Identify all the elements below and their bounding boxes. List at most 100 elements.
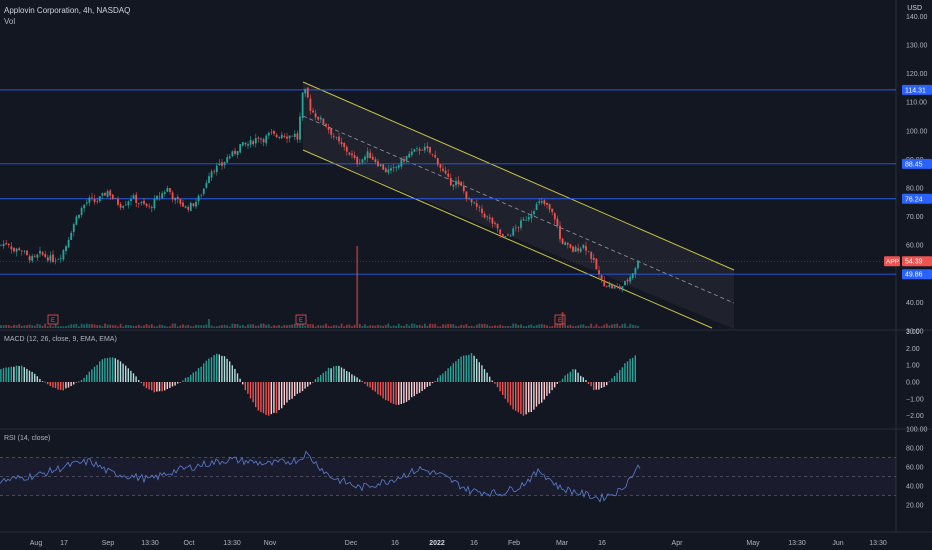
price-tick-label: 80.00 [906,186,924,193]
macd-bar [231,365,233,382]
macd-axis[interactable]: 3.00 2.00 1.00 0.00 −1.00 −2.00 [906,329,924,420]
macd-bar [70,382,72,387]
volume-bar [514,323,517,328]
volume-bar [306,324,309,328]
time-axis[interactable]: Aug 17 Sep 13:30 Oct 13:30 Nov Dec 16 2022 16 Feb Ma… [30,540,887,547]
macd-bar [296,382,298,394]
volume-bar [564,324,567,328]
macd-bar [541,382,543,403]
volume-bar [288,324,291,328]
candle-body [148,205,151,207]
volume-bar [390,326,392,328]
macd-bar [145,382,148,389]
candle-body [239,144,242,153]
volume-bar [202,325,205,328]
descending-channel[interactable] [302,81,735,329]
volume-bar [483,323,486,328]
rsi-title[interactable]: RSI (14, close) [4,435,51,442]
volume-bar [291,324,294,328]
macd-tick-label: −2.00 [906,413,924,420]
volume-bar [119,323,122,328]
macd-bar [460,356,462,382]
macd-bar [613,375,616,382]
currency-label[interactable]: USD [907,5,922,12]
macd-bar [13,366,15,382]
rsi-axis[interactable]: 100.00 80.00 60.00 40.00 20.00 [906,427,928,510]
macd-bar [234,368,236,382]
volume-bar [332,325,335,328]
volume-bar [2,325,5,328]
macd-bar [530,382,532,412]
macd-bar [457,359,460,382]
macd-bar [93,366,96,382]
volume-bar [18,324,21,328]
volume-bar [527,324,530,328]
macd-bar [330,368,332,382]
candle-body [197,195,200,202]
macd-bar [554,382,556,388]
macd-bar [244,382,246,391]
current-price-label: 54.39 [905,259,923,266]
volume-bar [231,323,234,328]
macd-bar [387,382,389,401]
candle-body [587,251,590,252]
macd-bar [619,370,621,382]
macd-bar [551,382,553,391]
candle-body [332,135,335,137]
time-tick-label: Nov [264,540,277,547]
candle-body [275,134,278,138]
candle-body [395,166,398,168]
candle-body [421,150,424,151]
volume-bar [379,325,382,328]
volume-bar [127,325,130,328]
macd-bar [437,377,439,382]
earnings-marker-box [47,314,59,325]
price-candles[interactable] [0,87,896,293]
volume-bar [41,325,44,328]
volume-bar [429,323,431,328]
candle-body [390,168,392,171]
macd-bar [216,353,218,382]
price-axis[interactable]: 140.00130.00120.00110.00100.0090.0080.00… [884,14,932,336]
macd-bar [252,382,254,403]
macd-bar [203,363,205,382]
macd-bar [392,382,395,404]
candle-body [447,173,450,177]
volume-legend[interactable]: Vol [4,17,16,26]
macd-bar [52,382,54,388]
volume-bar [184,325,187,328]
volume-bars [0,246,639,328]
volume-bar [239,325,242,328]
volume-bar [455,325,457,328]
candle-body [293,133,296,137]
volume-bar [504,326,507,328]
macd-bar [494,382,496,384]
horizontal-levels[interactable] [0,89,896,275]
candle-body [382,164,385,170]
volume-bar [587,326,590,328]
candle-body [634,268,637,274]
macd-bar [190,374,192,382]
candle-body [301,92,304,118]
symbol-title[interactable]: Applovin Corporation, 4h, NASDAQ [4,6,131,15]
macd-bar [343,368,345,382]
volume-bar [465,324,468,328]
volume-bar [293,323,296,328]
time-tick-label: Jun [832,540,843,547]
macd-bar [595,382,597,390]
volume-bar [546,325,548,328]
macd-bar [369,382,371,388]
volume-bar [234,323,236,328]
candle-body [455,181,457,186]
time-tick-label: Aug [30,540,43,547]
candle-body [486,216,489,218]
candle-body [525,220,528,221]
volume-bar [592,326,595,328]
candle-body [111,194,114,199]
volume-bar [449,324,452,328]
macd-bar [439,375,441,382]
macd-bar [390,382,392,403]
macd-title[interactable]: MACD (12, 26, close, 9, EMA, EMA) [4,336,117,343]
